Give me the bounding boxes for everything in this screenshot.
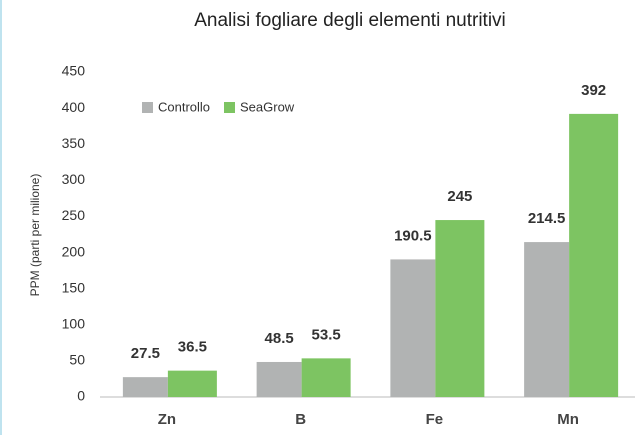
value-label: 190.5 <box>394 227 432 244</box>
y-tick-label: 250 <box>62 207 86 223</box>
x-tick-label: B <box>295 411 306 428</box>
y-tick-label: 350 <box>62 135 86 151</box>
bar <box>435 220 485 397</box>
bar <box>256 361 302 397</box>
y-tick-label: 50 <box>69 352 85 368</box>
bar <box>569 113 619 397</box>
bar <box>167 370 217 397</box>
y-tick-label: 100 <box>62 315 86 331</box>
y-tick-label: 400 <box>62 99 86 115</box>
value-label: 53.5 <box>312 326 341 343</box>
value-label: 27.5 <box>131 345 160 362</box>
value-label: 245 <box>447 188 472 205</box>
legend-swatch <box>224 102 235 113</box>
x-tick-label: Mn <box>557 411 579 428</box>
legend-label: Controllo <box>158 99 210 114</box>
bar <box>122 377 168 397</box>
x-tick-label: Zn <box>158 411 176 428</box>
y-tick-label: 150 <box>62 279 86 295</box>
bar <box>524 242 570 397</box>
y-axis-label: PPM (parti per milione) <box>28 174 42 297</box>
bar <box>301 358 351 397</box>
y-tick-label: 300 <box>62 171 86 187</box>
y-tick-label: 200 <box>62 243 86 259</box>
chart-title: Analisi fogliare degli elementi nutritiv… <box>194 10 506 31</box>
value-label: 214.5 <box>528 210 566 227</box>
y-tick-label: 0 <box>77 388 85 404</box>
legend-swatch <box>142 102 153 113</box>
legend-label: SeaGrow <box>240 99 295 114</box>
x-tick-label: Fe <box>426 411 444 428</box>
value-label: 392 <box>581 82 606 99</box>
y-tick-label: 450 <box>62 63 86 79</box>
value-label: 48.5 <box>265 330 294 347</box>
bar <box>390 259 436 397</box>
value-label: 36.5 <box>178 339 207 356</box>
